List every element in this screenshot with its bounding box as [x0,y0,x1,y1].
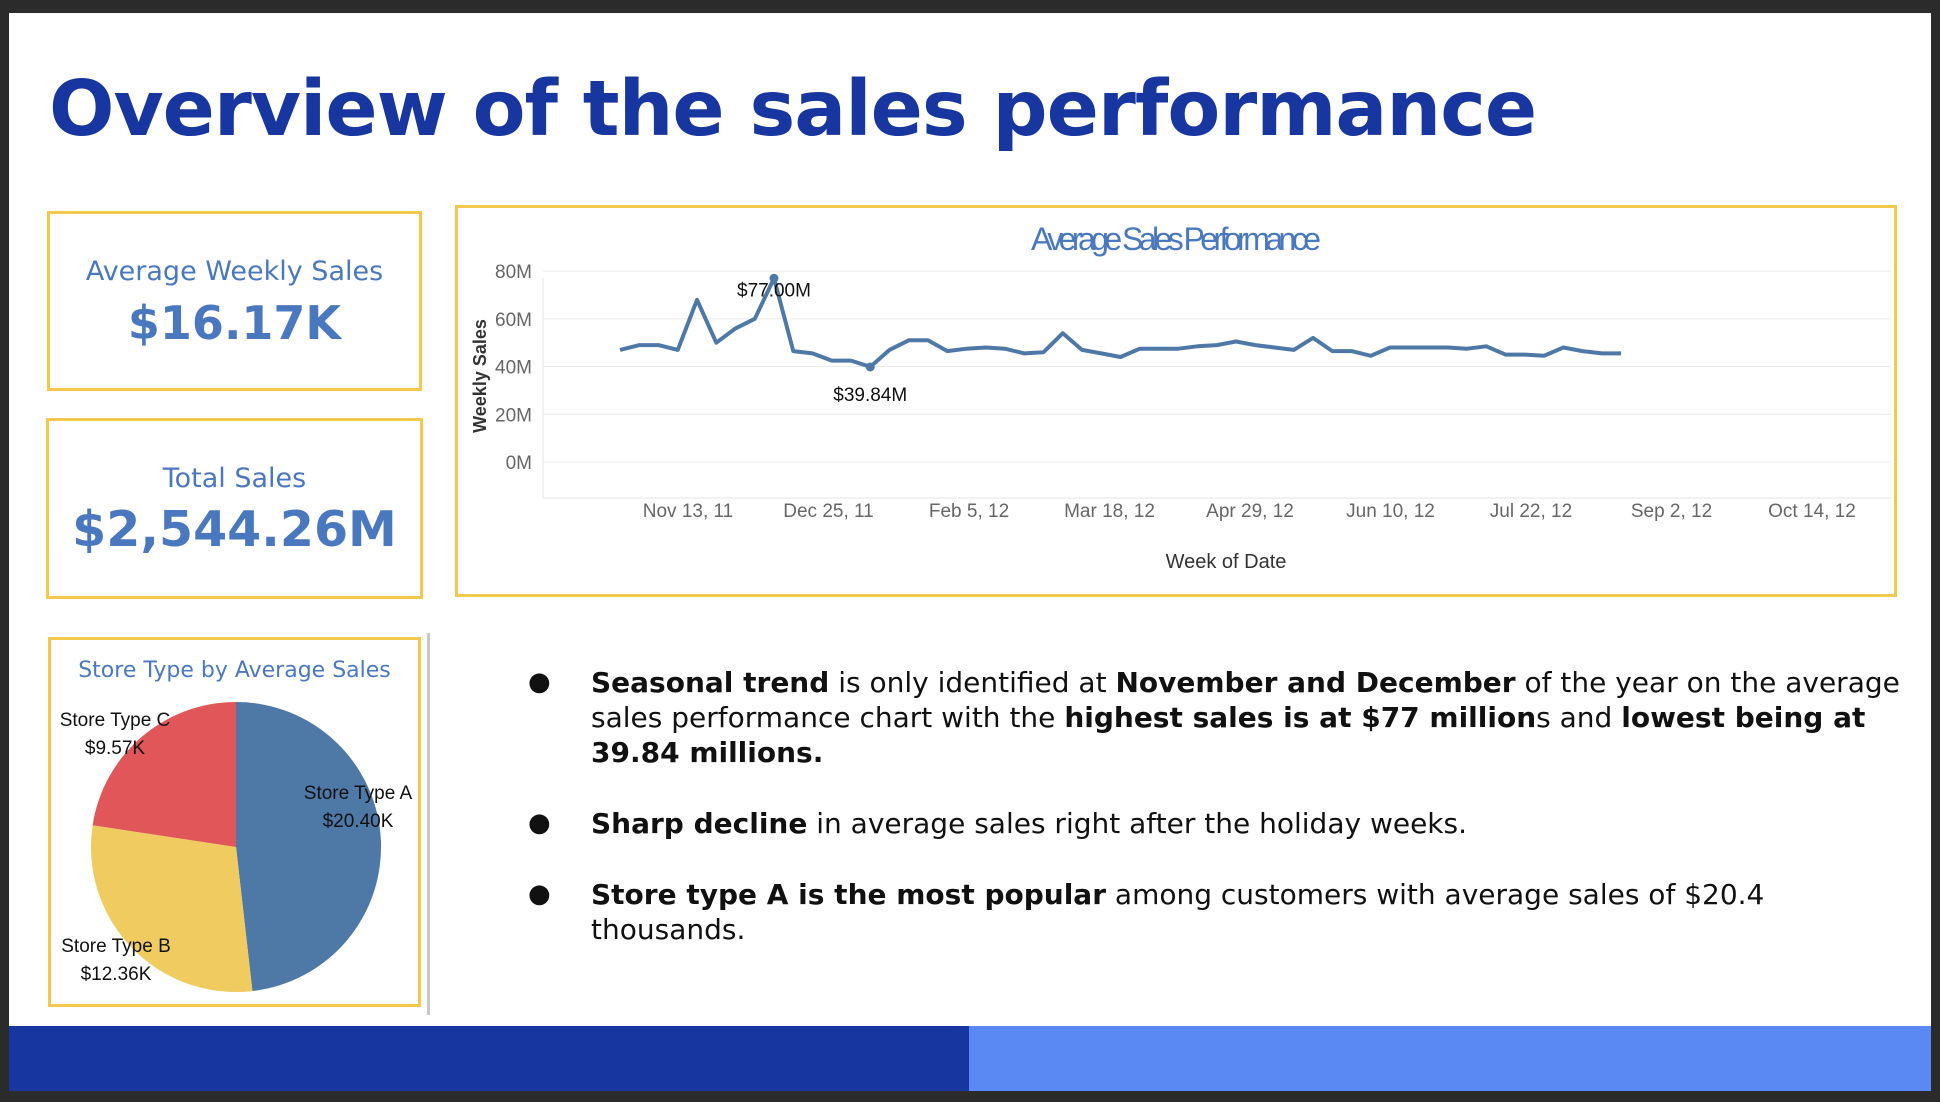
emphasis-text: Sharp decline [591,807,808,840]
x-tick-label: Mar 18, 12 [1064,501,1155,522]
annotated-point [865,362,875,372]
page-title: Overview of the sales performance [49,65,1537,154]
kpi-value: $16.17K [127,296,342,350]
insight-item: ● Seasonal trend is only identified at No… [524,665,1904,770]
slice-value-label: $9.57K [85,738,146,759]
emphasis-text: Seasonal trend [591,666,830,699]
pie-chart-card: Store Type by Average Sales Store Type A… [48,637,421,1007]
chart-title: Average Sales Performance [1031,221,1321,257]
line-chart: Average Sales Performance 80M 60M 40M 20M 0M W… [470,221,1891,573]
x-tick-label: Oct 14, 12 [1768,501,1856,522]
kpi-label: Total Sales [162,463,307,494]
x-tick-label: Jun 10, 12 [1346,501,1435,522]
x-tick-label: Apr 29, 12 [1206,501,1294,522]
emphasis-text: November and December [1115,666,1516,699]
insights-list: ● Seasonal trend is only identified at No… [524,665,1904,983]
insight-item: ● Store type A is the most popular among … [524,877,1904,947]
insight-item: ● Sharp decline in average sales right af… [524,806,1904,841]
y-tick-label: 80M [495,262,532,283]
emphasis-text: highest sales is at $77 million [1064,701,1537,734]
slide: Overview of the sales performance Averag… [9,13,1931,1091]
slice-name-label: Store Type A [304,783,413,804]
bullet-icon: ● [528,808,551,838]
data-label: $77.00M [737,280,811,301]
line-chart-card: Average Sales Performance 80M 60M 40M 20M 0M W… [455,205,1897,597]
footer-bar-left [9,1026,969,1091]
slice-name-label: Store Type C [60,710,171,731]
y-tick-label: 60M [495,310,532,331]
slice-value-label: $12.36K [81,964,152,985]
body-text: of the year on the average sales perform… [591,666,1900,734]
kpi-label: Average Weekly Sales [85,256,384,287]
bullet-icon: ● [528,667,551,697]
x-tick-label: Dec 25, 11 [783,501,873,522]
y-tick-label: 0M [506,453,532,474]
kpi-value: $2,544.26M [72,501,397,558]
body-text: is only identified at [829,666,1116,699]
emphasis-text: lowest being at 39.84 millions. [591,701,1866,769]
annotated-point [769,273,779,283]
x-tick-label: Jul 22, 12 [1490,501,1572,522]
kpi-card-total-sales: Total Sales $2,544.26M [46,418,423,599]
slice-value-label: $20.40K [323,811,394,832]
pie-slice [92,702,236,847]
pie-slice [236,702,382,992]
pie-chart-title: Store Type by Average Sales [78,658,391,683]
body-text: s and [1536,701,1622,734]
kpi-card-average-weekly-sales: Average Weekly Sales $16.17K [47,211,422,391]
body-text: in average sales right after the holiday… [807,807,1468,840]
series-line [619,276,1621,369]
y-tick-label: 20M [495,405,532,426]
bullet-icon: ● [528,879,551,909]
emphasis-text: Store type A is the most popular [591,878,1107,911]
divider [427,633,430,1015]
body-text: among customers with average sales of $2… [591,878,1765,946]
x-axis-label: Week of Date [1166,551,1287,573]
x-tick-label: Sep 2, 12 [1631,501,1712,522]
y-axis-label: Weekly Sales [470,319,490,433]
x-tick-label: Feb 5, 12 [929,501,1009,522]
y-tick-label: 40M [495,358,532,379]
data-label: $39.84M [833,385,907,406]
footer-bar-right [969,1026,1931,1091]
pie-chart: Store Type A $20.40K Store Type B $12.36K St… [60,702,413,993]
x-tick-label: Nov 13, 11 [643,501,733,522]
pie-slice [90,825,253,993]
slice-name-label: Store Type B [61,936,171,957]
